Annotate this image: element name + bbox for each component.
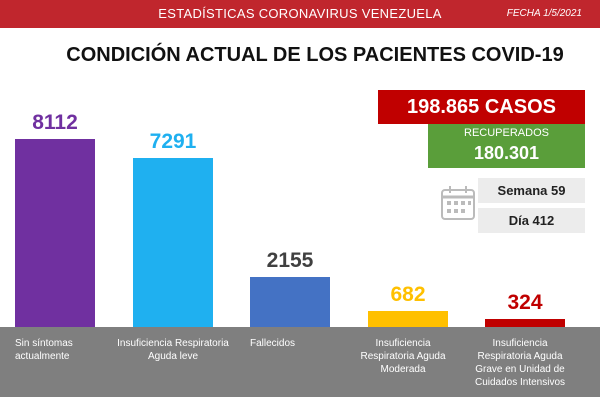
calendar-icon xyxy=(441,186,475,220)
bar xyxy=(15,139,95,327)
week-box: Semana 59 xyxy=(478,178,585,203)
cases-box: 198.865 CASOS xyxy=(378,90,585,124)
bar xyxy=(368,311,448,327)
banner xyxy=(0,0,600,28)
value-label: 324 xyxy=(507,291,543,315)
value-label: 7291 xyxy=(149,130,197,154)
value-label: 8112 xyxy=(32,111,78,134)
chart-title: CONDICIÓN ACTUAL DE LOS PACIENTES COVID-… xyxy=(66,44,564,66)
bar xyxy=(485,319,565,327)
category-label: Sin síntomas actualmente xyxy=(15,338,73,362)
category-label: Insuficiencia Respiratoria Aguda Grave e… xyxy=(474,338,566,388)
category-label: Fallecidos xyxy=(250,338,296,349)
date: FECHA 1/5/2021 xyxy=(506,8,582,19)
recovered-label: RECUPERADOS xyxy=(464,127,549,139)
value-label: 2155 xyxy=(266,249,314,273)
bar xyxy=(133,158,213,327)
recovered-box xyxy=(428,124,585,168)
bar xyxy=(250,277,330,327)
category-band xyxy=(0,327,600,397)
category-label: Insuficiencia Respiratoria Aguda Moderad… xyxy=(360,338,446,375)
day-box: Día 412 xyxy=(478,208,585,233)
value-label: 682 xyxy=(390,283,426,307)
banner-title: ESTADÍSTICAS CORONAVIRUS VENEZUELA xyxy=(158,6,442,21)
category-label: Insuficiencia Respiratoria Aguda leve xyxy=(117,338,229,362)
recovered-value: 180.301 xyxy=(473,143,540,163)
